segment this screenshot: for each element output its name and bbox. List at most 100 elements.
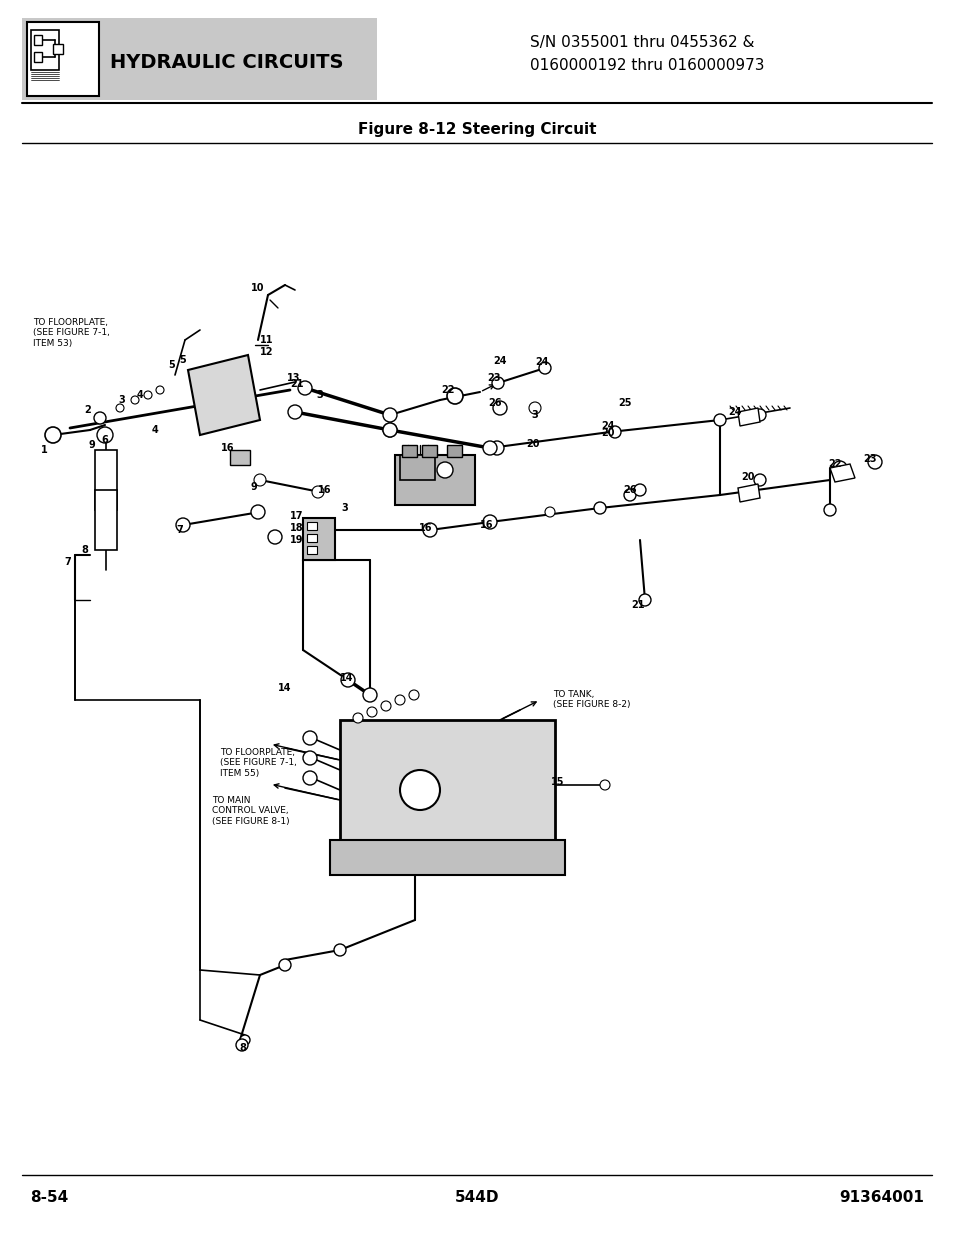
Text: 3: 3 <box>118 395 125 405</box>
Circle shape <box>380 701 391 711</box>
Bar <box>30 30 59 70</box>
Circle shape <box>490 441 503 454</box>
Text: 24: 24 <box>727 408 741 417</box>
Text: 8: 8 <box>239 1044 246 1053</box>
Text: 3: 3 <box>531 410 537 420</box>
Circle shape <box>594 501 605 514</box>
Text: 23: 23 <box>487 373 500 383</box>
Bar <box>95 450 117 510</box>
Bar <box>303 517 335 559</box>
Circle shape <box>156 387 164 394</box>
Text: 16: 16 <box>318 485 332 495</box>
Circle shape <box>867 454 882 469</box>
Text: 8-54: 8-54 <box>30 1189 69 1204</box>
Text: HYDRAULIC CIRCUITS: HYDRAULIC CIRCUITS <box>110 53 343 73</box>
Circle shape <box>251 505 265 519</box>
Circle shape <box>493 401 506 415</box>
Circle shape <box>823 504 835 516</box>
Circle shape <box>482 441 497 454</box>
Text: 1: 1 <box>41 445 48 454</box>
Polygon shape <box>829 464 854 482</box>
Circle shape <box>544 508 555 517</box>
Text: 13: 13 <box>287 373 300 383</box>
Circle shape <box>436 462 453 478</box>
Text: 25: 25 <box>618 398 631 408</box>
Text: 18: 18 <box>290 522 303 534</box>
Bar <box>95 490 117 550</box>
Text: 4: 4 <box>136 390 143 400</box>
Text: 12: 12 <box>260 347 274 357</box>
Circle shape <box>832 461 846 475</box>
Text: 8: 8 <box>81 545 89 555</box>
Circle shape <box>268 530 282 543</box>
Circle shape <box>97 427 112 443</box>
Circle shape <box>399 769 439 810</box>
Text: 4: 4 <box>152 425 158 435</box>
Text: 21: 21 <box>290 379 303 389</box>
Bar <box>447 445 461 457</box>
Bar <box>34 35 42 44</box>
Circle shape <box>492 377 503 389</box>
Text: TO FLOORPLATE,
(SEE FIGURE 7-1,
ITEM 53): TO FLOORPLATE, (SEE FIGURE 7-1, ITEM 53) <box>33 317 110 348</box>
Text: 17: 17 <box>290 511 303 521</box>
Circle shape <box>303 731 316 745</box>
Text: 21: 21 <box>631 600 644 610</box>
Text: 15: 15 <box>551 777 564 787</box>
Text: 24: 24 <box>535 357 548 367</box>
Text: 3: 3 <box>316 390 323 400</box>
Bar <box>22 19 376 100</box>
Circle shape <box>278 960 291 971</box>
Bar <box>34 52 42 62</box>
Circle shape <box>363 688 376 701</box>
Bar <box>53 44 63 54</box>
Bar <box>307 534 316 542</box>
Text: 26: 26 <box>488 398 501 408</box>
Text: 20: 20 <box>526 438 539 450</box>
Text: 9: 9 <box>89 440 95 450</box>
Circle shape <box>623 489 636 501</box>
Text: S/N 0355001 thru 0455362 &: S/N 0355001 thru 0455362 & <box>530 35 754 49</box>
Text: 2: 2 <box>85 405 91 415</box>
Text: TO TANK,
(SEE FIGURE 8-2): TO TANK, (SEE FIGURE 8-2) <box>553 690 630 709</box>
Text: 11: 11 <box>260 335 274 345</box>
Circle shape <box>599 781 609 790</box>
Circle shape <box>353 713 363 722</box>
Circle shape <box>367 706 376 718</box>
Text: TO FLOORPLATE,
(SEE FIGURE 7-1,
ITEM 55): TO FLOORPLATE, (SEE FIGURE 7-1, ITEM 55) <box>220 748 296 778</box>
Text: 14: 14 <box>340 673 354 683</box>
Circle shape <box>240 1035 250 1045</box>
Text: 22: 22 <box>441 385 455 395</box>
Text: 7: 7 <box>65 557 71 567</box>
Circle shape <box>382 408 396 422</box>
Circle shape <box>334 944 346 956</box>
Text: 5: 5 <box>169 359 175 370</box>
Text: 22: 22 <box>827 459 841 469</box>
Circle shape <box>175 517 190 532</box>
Text: 23: 23 <box>862 454 876 464</box>
Bar <box>307 546 316 555</box>
Text: 3: 3 <box>341 503 348 513</box>
Circle shape <box>753 474 765 487</box>
Bar <box>339 720 555 864</box>
Bar <box>395 454 475 505</box>
Bar <box>330 840 564 876</box>
Bar <box>401 445 416 457</box>
Circle shape <box>447 388 462 404</box>
Polygon shape <box>738 484 760 501</box>
Text: 20: 20 <box>740 472 754 482</box>
Circle shape <box>144 391 152 399</box>
Bar <box>421 445 436 457</box>
Text: 5: 5 <box>179 354 186 366</box>
Circle shape <box>312 487 324 498</box>
Text: 16: 16 <box>418 522 433 534</box>
Bar <box>230 450 250 466</box>
Circle shape <box>288 405 302 419</box>
Text: 0160000192 thru 0160000973: 0160000192 thru 0160000973 <box>530 58 763 73</box>
Text: 26: 26 <box>622 485 636 495</box>
Circle shape <box>45 427 61 443</box>
Circle shape <box>395 695 405 705</box>
Text: 91364001: 91364001 <box>839 1189 923 1204</box>
Bar <box>27 22 99 96</box>
Text: 24: 24 <box>493 356 506 366</box>
Circle shape <box>538 362 551 374</box>
